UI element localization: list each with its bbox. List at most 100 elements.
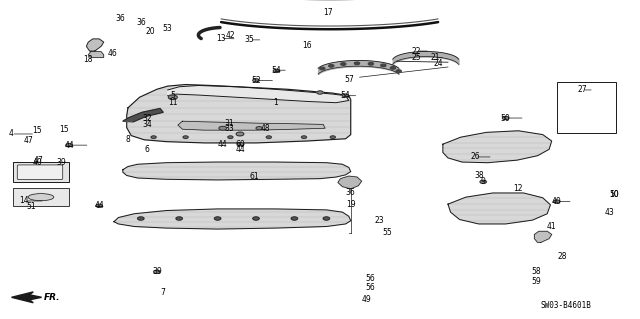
Polygon shape (338, 176, 362, 189)
Polygon shape (114, 209, 351, 229)
Circle shape (183, 136, 188, 138)
Text: 34: 34 (142, 120, 152, 129)
Text: 44: 44 (235, 145, 245, 154)
Text: 9: 9 (481, 177, 486, 186)
FancyBboxPatch shape (17, 165, 63, 180)
Text: 61: 61 (250, 172, 260, 181)
Text: 27: 27 (577, 85, 588, 94)
Text: 11: 11 (168, 98, 177, 107)
Circle shape (368, 63, 373, 65)
Text: 14: 14 (19, 197, 29, 205)
Text: 22: 22 (412, 47, 420, 56)
Circle shape (381, 64, 386, 67)
Ellipse shape (28, 194, 54, 201)
Text: 8: 8 (125, 135, 131, 144)
Text: 16: 16 (302, 41, 312, 50)
Circle shape (291, 217, 298, 220)
Text: 49: 49 (362, 295, 372, 304)
Text: 6: 6 (145, 145, 150, 154)
Text: 48: 48 (260, 124, 271, 133)
Text: 58: 58 (531, 267, 541, 276)
Text: 5: 5 (170, 91, 175, 100)
FancyBboxPatch shape (13, 162, 69, 182)
Text: SW03-B4601B: SW03-B4601B (541, 301, 591, 310)
Circle shape (340, 63, 346, 65)
Text: 20: 20 (145, 27, 156, 36)
Circle shape (323, 217, 330, 220)
Text: 7: 7 (161, 288, 166, 297)
Text: 33: 33 (224, 124, 234, 133)
Text: 50: 50 (500, 114, 511, 122)
Circle shape (96, 204, 102, 207)
Text: 43: 43 (604, 208, 614, 217)
Text: 13: 13 (216, 34, 226, 43)
Circle shape (151, 136, 156, 138)
Circle shape (237, 143, 244, 146)
Circle shape (329, 64, 334, 67)
Circle shape (228, 136, 233, 138)
Text: 60: 60 (236, 140, 246, 149)
Circle shape (236, 132, 244, 136)
Text: 41: 41 (547, 222, 557, 231)
Text: 52: 52 (251, 76, 261, 85)
Circle shape (301, 136, 307, 138)
Text: 42: 42 (225, 31, 236, 40)
Text: 36: 36 (346, 189, 356, 197)
Circle shape (355, 62, 360, 65)
Text: 18: 18 (84, 55, 93, 63)
Circle shape (253, 79, 259, 82)
Text: 47: 47 (33, 156, 44, 165)
Circle shape (317, 91, 323, 94)
Text: 26: 26 (470, 152, 480, 161)
Text: 12: 12 (514, 184, 523, 193)
Text: 1: 1 (273, 98, 278, 107)
Circle shape (66, 144, 72, 147)
Text: 57: 57 (344, 75, 354, 84)
Text: 35: 35 (244, 35, 255, 44)
Text: 19: 19 (346, 200, 356, 209)
Text: 39: 39 (56, 158, 66, 167)
Circle shape (154, 270, 160, 273)
Circle shape (253, 217, 259, 220)
Text: 44: 44 (218, 140, 228, 149)
Text: 24: 24 (433, 59, 444, 68)
Text: 47: 47 (24, 137, 34, 145)
Text: 40: 40 (32, 158, 42, 167)
Circle shape (266, 136, 271, 138)
Text: 15: 15 (59, 125, 69, 134)
Circle shape (480, 180, 486, 183)
Text: 17: 17 (323, 8, 333, 17)
Circle shape (320, 67, 325, 70)
Polygon shape (88, 52, 104, 57)
Text: 31: 31 (224, 119, 234, 128)
Text: 15: 15 (32, 126, 42, 135)
Text: 54: 54 (271, 66, 282, 75)
Circle shape (219, 126, 227, 130)
Text: 50: 50 (609, 190, 620, 199)
Text: 32: 32 (142, 114, 152, 123)
Text: 39: 39 (152, 267, 162, 276)
Text: 56: 56 (365, 283, 375, 292)
Text: 54: 54 (340, 91, 351, 100)
Circle shape (330, 136, 335, 138)
Text: 23: 23 (374, 216, 384, 225)
Polygon shape (178, 121, 325, 130)
Circle shape (176, 217, 182, 220)
Circle shape (168, 95, 177, 100)
Text: 36: 36 (115, 14, 125, 23)
Polygon shape (86, 39, 104, 51)
Text: 21: 21 (431, 53, 440, 62)
Polygon shape (12, 292, 42, 303)
Text: 40: 40 (552, 197, 562, 206)
Text: 44: 44 (94, 201, 104, 210)
Text: 46: 46 (107, 49, 117, 58)
Text: 10: 10 (609, 190, 620, 199)
Circle shape (256, 127, 262, 130)
Polygon shape (123, 108, 163, 122)
Text: 56: 56 (365, 274, 375, 283)
Polygon shape (534, 231, 552, 242)
Text: 53: 53 (163, 24, 173, 33)
Circle shape (342, 94, 349, 97)
Polygon shape (168, 85, 349, 103)
Text: 28: 28 (557, 252, 566, 261)
